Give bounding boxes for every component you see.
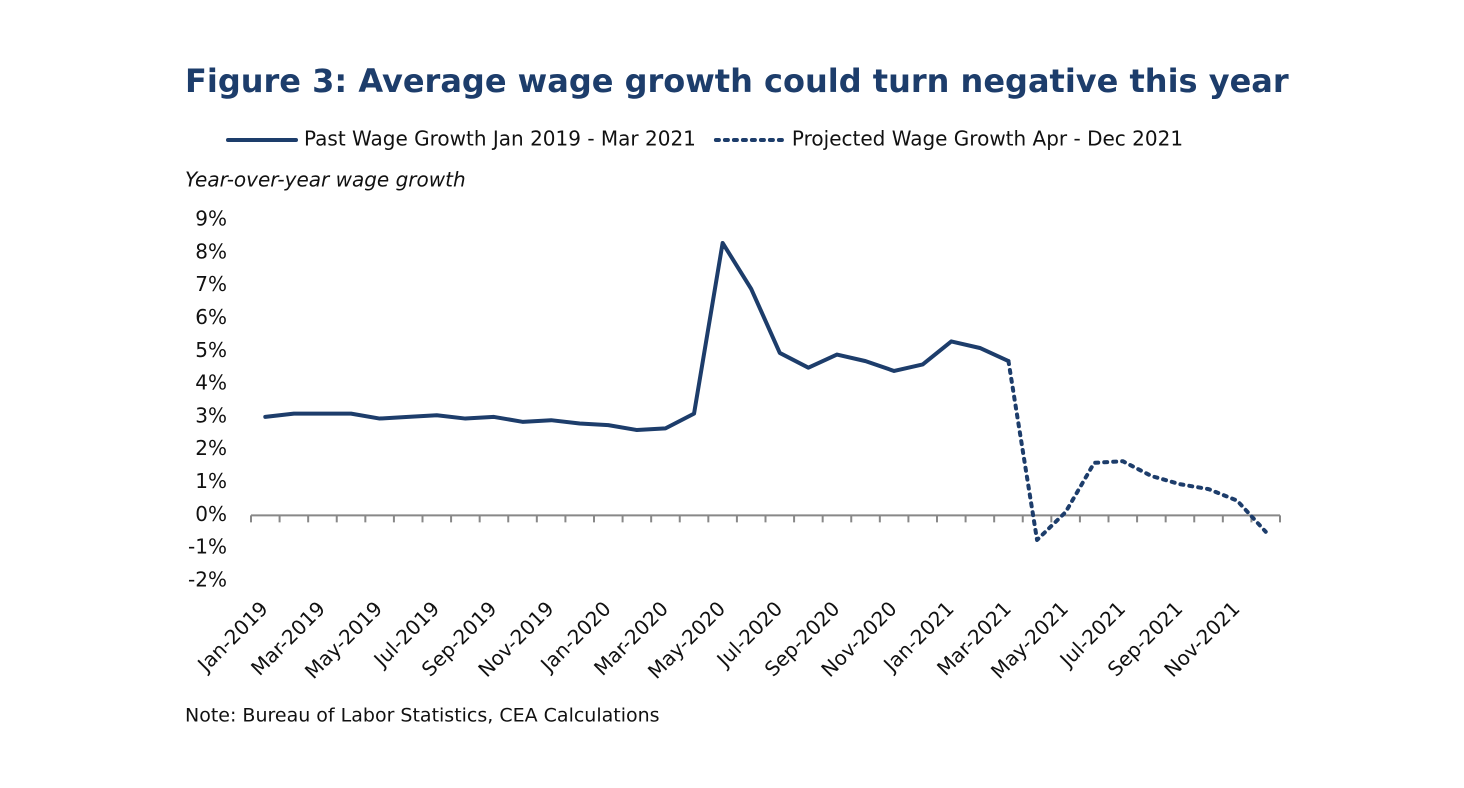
y-tick-label: 0% [195, 502, 227, 526]
legend-label: Projected Wage Growth Apr - Dec 2021 [792, 127, 1183, 151]
series-line [263, 240, 1011, 433]
note: Note: Bureau of Labor Statistics, CEA Ca… [185, 705, 660, 727]
series-line [1006, 359, 1268, 542]
y-tick-label: 2% [195, 436, 227, 460]
y-tick-label: 1% [195, 469, 227, 493]
chart-title: Figure 3: Average wage growth could turn… [185, 62, 1289, 100]
y-tick-label: 7% [195, 272, 227, 296]
y-tick-label: -1% [188, 535, 227, 559]
y-tick-label: 6% [195, 305, 227, 329]
y-tick-label: 9% [195, 207, 227, 231]
y-tick-label: 8% [195, 239, 227, 263]
y-tick-label: 3% [195, 403, 227, 427]
y-axis-label: Year-over-year wage growth [185, 168, 466, 192]
y-tick-label: 4% [195, 371, 227, 395]
legend-label: Past Wage Growth Jan 2019 - Mar 2021 [304, 127, 696, 151]
y-tick-label: 5% [195, 338, 227, 362]
y-tick-label: -2% [188, 568, 227, 592]
